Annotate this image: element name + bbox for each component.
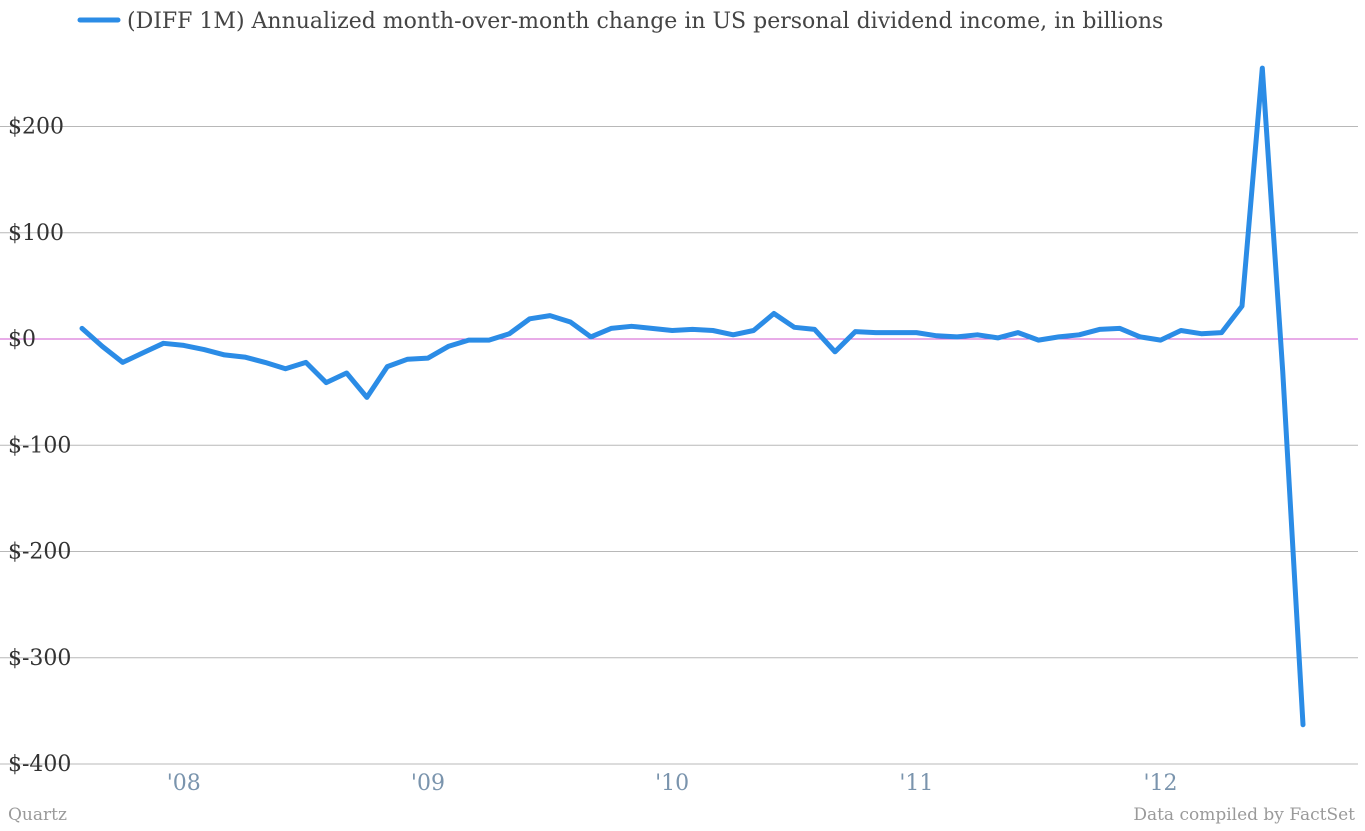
series-layer [79,65,1306,728]
footer-source-right: Data compiled by FactSet [1133,805,1355,825]
y-tick-label: $200 [8,115,64,140]
y-axis-tick-labels: $200 $100 $0 $-100 $-200 $-300 $-400 [8,115,71,778]
x-tick-label: '08 [167,771,201,796]
x-axis-tick-labels: '08 '09 '10 '11 '12 [167,771,1178,796]
x-tick-label: '11 [899,771,933,796]
footer-source-left: Quartz [8,805,67,825]
x-tick-label: '09 [411,771,445,796]
y-tick-label: $-200 [8,540,71,565]
y-tick-label: $-400 [8,752,71,777]
x-tick-label: '10 [655,771,689,796]
y-tick-label: $0 [8,327,36,352]
y-tick-label: $-300 [8,646,71,671]
x-tick-label: '12 [1144,771,1178,796]
legend: (DIFF 1M) Annualized month-over-month ch… [77,9,1163,34]
legend-label: (DIFF 1M) Annualized month-over-month ch… [127,9,1163,34]
y-tick-label: $-100 [8,433,71,458]
y-tick-label: $100 [8,221,64,246]
series-line [79,65,1306,728]
gridlines [0,126,1358,765]
